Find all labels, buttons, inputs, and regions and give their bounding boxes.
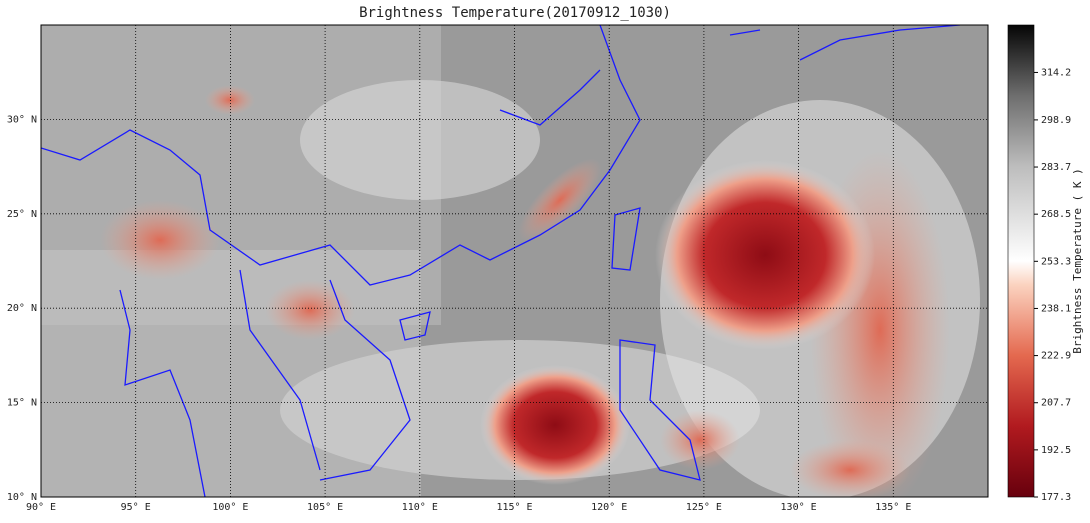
colorbar-tick-label: 207.7: [1041, 398, 1071, 409]
x-tick-label: 105° E: [307, 502, 343, 513]
colorbar: [1007, 24, 1035, 498]
x-tick-label: 125° E: [686, 502, 722, 513]
x-tick-label: 130° E: [781, 502, 817, 513]
x-tick-label: 120° E: [591, 502, 627, 513]
coastlines: [41, 25, 961, 497]
colorbar-tick-label: 238.1: [1041, 303, 1071, 314]
x-tick-label: 135° E: [875, 502, 911, 513]
x-tick-label: 90° E: [26, 502, 56, 513]
y-tick-label: 20° N: [7, 303, 37, 314]
colorbar-tick-label: 268.5: [1041, 209, 1071, 220]
colorbar-tick-label: 222.9: [1041, 351, 1071, 362]
y-tick-label: 30° N: [7, 114, 37, 125]
x-tick-label: 110° E: [402, 502, 438, 513]
colorbar-tick-label: 192.5: [1041, 445, 1071, 456]
y-tick-label: 10° N: [7, 492, 37, 503]
x-tick-label: 100° E: [212, 502, 248, 513]
x-tick-label: 95° E: [121, 502, 151, 513]
colorbar-tick-label: 177.3: [1041, 492, 1071, 503]
x-tick-label: 115° E: [496, 502, 532, 513]
colorbar-tick-label: 314.2: [1041, 67, 1071, 78]
colorbar-label: Brightness Temperature ( K ): [1071, 168, 1084, 353]
y-tick-label: 15° N: [7, 398, 37, 409]
colorbar-tick-label: 283.7: [1041, 162, 1071, 173]
title: Brightness Temperature(20170912_1030): [359, 5, 671, 21]
colorbar-tick-label: 253.3: [1041, 256, 1071, 267]
y-tick-label: 25° N: [7, 209, 37, 220]
colorbar-tick-label: 298.9: [1041, 115, 1071, 126]
